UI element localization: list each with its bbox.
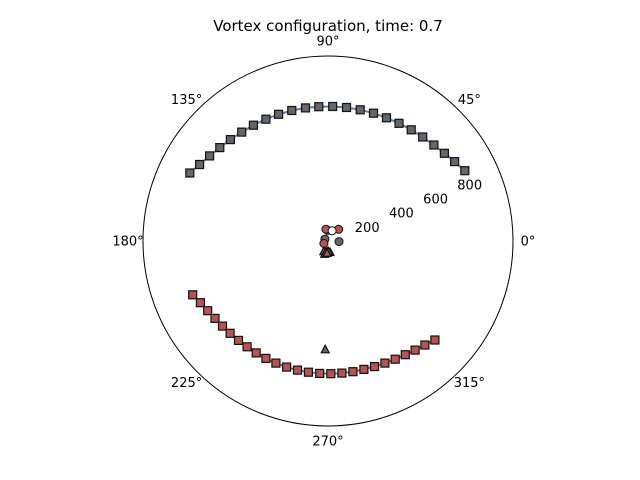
square-marker <box>195 159 205 170</box>
square-marker <box>248 120 258 130</box>
square-marker <box>225 135 235 145</box>
square-marker <box>337 368 347 378</box>
angle-tick-label: 45° <box>458 93 481 108</box>
square-marker <box>217 321 228 331</box>
square-marker <box>326 369 336 379</box>
square-marker <box>348 367 358 377</box>
square-marker <box>418 132 428 142</box>
square-marker <box>261 114 271 124</box>
angle-tick-label: 180° <box>112 235 143 250</box>
square-marker <box>394 118 404 128</box>
polar-frame <box>142 55 514 427</box>
square-marker <box>237 127 247 137</box>
square-marker <box>355 105 365 115</box>
square-marker <box>380 358 390 368</box>
square-marker <box>233 335 244 345</box>
square-marker <box>450 157 460 167</box>
angle-tick-labels: 0° 45° 90° 135° 180° 225° 270° 315° <box>112 35 535 450</box>
angle-tick-label: 0° <box>521 235 536 250</box>
square-marker <box>439 148 449 158</box>
data-marks <box>185 101 470 379</box>
square-marker <box>274 109 284 119</box>
radial-tick-label: 400 <box>389 207 414 222</box>
square-marker <box>341 102 352 113</box>
chart-title: Vortex configuration, time: 0.7 <box>213 17 443 35</box>
radial-tick-label: 200 <box>355 221 380 236</box>
square-marker <box>185 168 195 178</box>
square-marker <box>406 125 416 135</box>
triangle-marker <box>322 247 332 257</box>
square-marker <box>205 151 215 161</box>
square-marker <box>460 166 470 176</box>
square-marker <box>242 342 252 352</box>
square-marker <box>430 335 440 345</box>
square-marker <box>368 108 379 118</box>
square-marker <box>400 350 410 360</box>
square-marker <box>315 368 325 378</box>
triangle-marker <box>320 344 331 354</box>
square-marker <box>225 328 235 338</box>
square-marker <box>271 358 281 368</box>
radial-tick-label: 600 <box>423 193 448 208</box>
square-marker <box>287 105 297 116</box>
square-marker <box>420 340 430 350</box>
square-marker <box>188 290 198 300</box>
angle-tick-label: 270° <box>312 435 343 450</box>
square-marker <box>381 113 392 123</box>
square-marker <box>195 298 205 308</box>
circle-marker <box>334 237 344 247</box>
angle-tick-label: 225° <box>171 376 202 391</box>
radial-tick-labels: 200 400 600 800 <box>355 178 482 235</box>
square-marker <box>210 313 220 323</box>
square-marker <box>300 103 311 113</box>
angle-tick-label: 90° <box>316 35 339 50</box>
square-marker <box>369 362 380 372</box>
angle-tick-label: 315° <box>454 376 485 391</box>
square-marker <box>359 364 369 374</box>
square-marker <box>251 348 261 358</box>
square-marker <box>390 354 400 364</box>
square-marker <box>429 140 439 150</box>
square-marker <box>261 353 271 363</box>
square-marker <box>292 365 303 375</box>
square-marker <box>314 102 324 112</box>
square-marker <box>410 345 420 355</box>
square-marker <box>203 306 213 316</box>
square-marker <box>303 367 313 377</box>
square-marker <box>282 362 292 372</box>
square-marker <box>215 143 225 153</box>
circle-marker <box>327 226 337 236</box>
angle-tick-label: 135° <box>171 93 202 108</box>
radial-tick-label: 800 <box>457 178 482 193</box>
square-marker <box>328 101 338 112</box>
